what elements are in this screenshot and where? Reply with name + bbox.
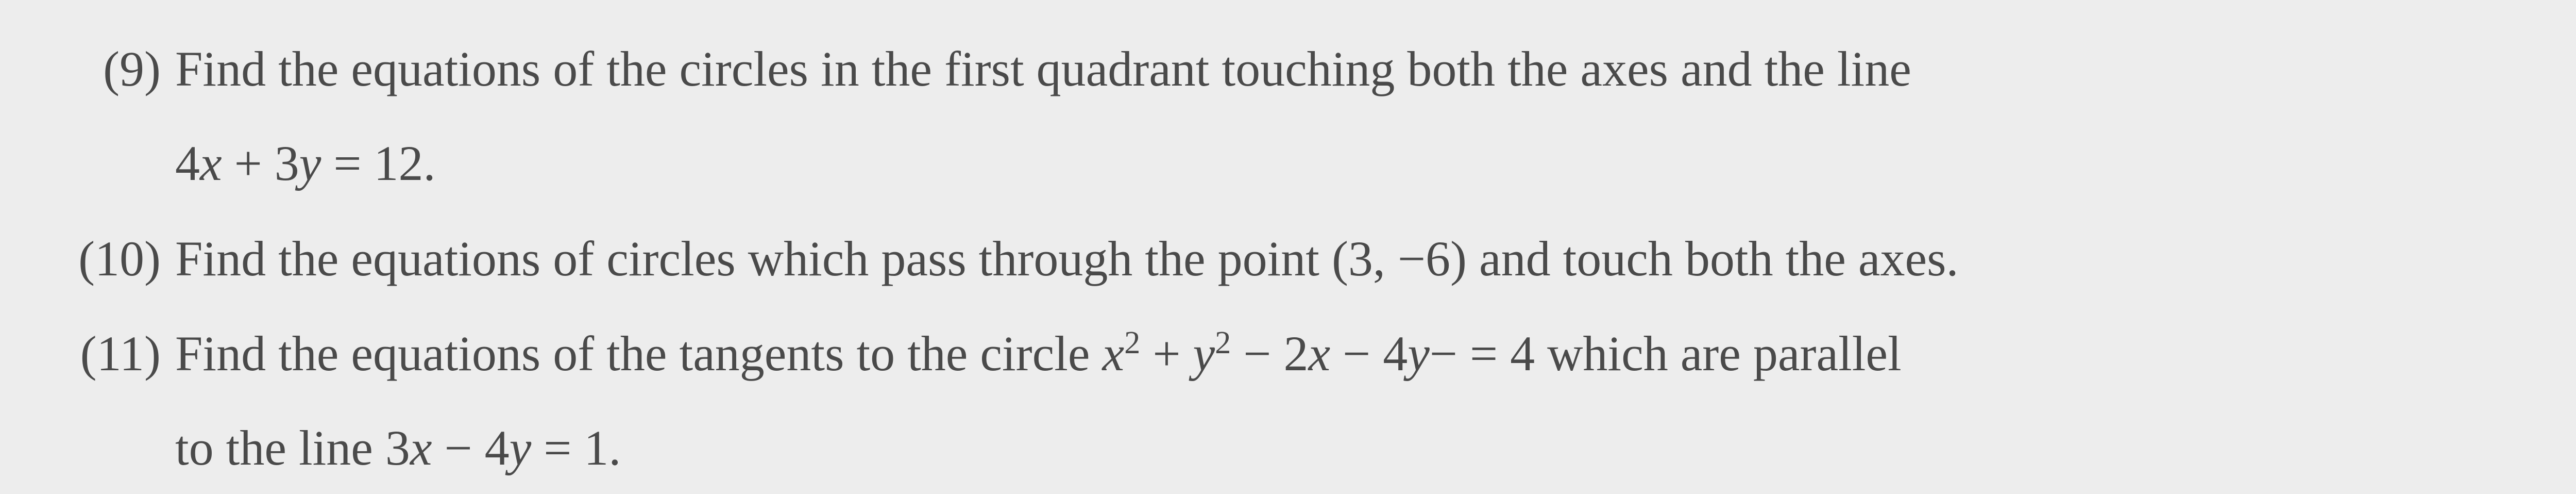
math-line: 3x − 4y = 1. bbox=[385, 420, 621, 475]
math-point: (3, −6) bbox=[1332, 231, 1467, 286]
problem-11: (11) Find the equations of the tangents … bbox=[41, 316, 2576, 487]
text-prefix: Find the equations of the tangents to th… bbox=[175, 326, 1103, 381]
problem-10: (10) Find the equations of circles which… bbox=[41, 221, 2576, 298]
problem-text: Find the equations of the circles in the… bbox=[175, 31, 2576, 202]
problem-text: Find the equations of circles which pass… bbox=[175, 221, 2576, 298]
problem-number: (10) bbox=[41, 221, 175, 298]
problem-list: (9) Find the equations of the circles in… bbox=[41, 31, 2576, 487]
problem-number: (11) bbox=[41, 316, 175, 392]
text-prefix: Find the equations of circles which pass… bbox=[175, 231, 1332, 286]
problem-line-2-math: 4x + 3y = 12. bbox=[175, 125, 2576, 202]
math-circle: x2 + y2 − 2x − 4y− = 4 bbox=[1103, 326, 1535, 381]
problem-line-1: Find the equations of circles which pass… bbox=[175, 221, 2576, 298]
problem-text: Find the equations of the tangents to th… bbox=[175, 316, 2576, 487]
problem-line-1: Find the equations of the tangents to th… bbox=[175, 316, 2576, 392]
problem-line-2: to the line 3x − 4y = 1. bbox=[175, 410, 2576, 487]
text-prefix: to the line bbox=[175, 420, 385, 475]
problem-number: (9) bbox=[41, 31, 175, 108]
problem-line-1: Find the equations of the circles in the… bbox=[175, 31, 2576, 108]
text-suffix: which are parallel bbox=[1535, 326, 1902, 381]
problem-9: (9) Find the equations of the circles in… bbox=[41, 31, 2576, 202]
text-suffix: and touch both the axes. bbox=[1467, 231, 1958, 286]
